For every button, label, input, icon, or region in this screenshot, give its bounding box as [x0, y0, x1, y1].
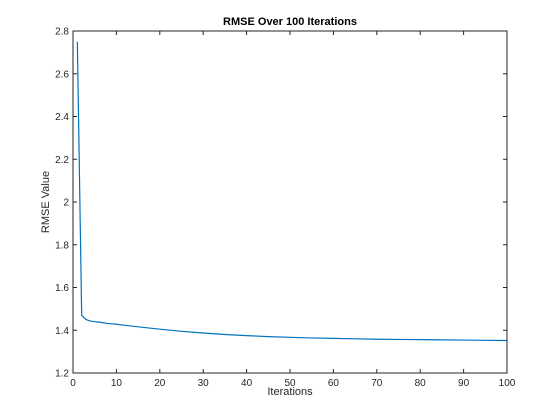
x-tick-label: 60: [328, 378, 340, 389]
x-tick-label: 100: [499, 378, 516, 389]
x-tick-label: 20: [154, 378, 166, 389]
y-tick-label: 2.6: [55, 69, 69, 80]
y-tick-label: 2.4: [55, 112, 69, 123]
y-tick-label: 2: [63, 198, 69, 209]
x-tick-label: 0: [70, 378, 76, 389]
y-tick-label: 2.8: [55, 27, 69, 38]
y-tick-label: 1.2: [55, 369, 69, 380]
y-axis-label: RMSE Value: [40, 171, 52, 233]
x-tick-label: 90: [458, 378, 470, 389]
x-tick-label: 40: [241, 378, 253, 389]
y-tick-label: 2.2: [55, 155, 69, 166]
y-axis-ticks: 1.2 1.4 1.6 1.8 2 2.2 2.4 2.6 2.8: [55, 27, 507, 380]
x-axis-label: Iterations: [267, 386, 313, 398]
y-tick-label: 1.6: [55, 283, 69, 294]
y-tick-label: 1.8: [55, 240, 69, 251]
chart-title: RMSE Over 100 Iterations: [223, 16, 357, 28]
x-tick-label: 10: [111, 378, 123, 389]
y-tick-label: 1.4: [55, 326, 69, 337]
x-tick-label: 70: [371, 378, 383, 389]
rmse-series-line: [76, 41, 508, 342]
plot-area: [73, 31, 507, 373]
series-layer: [76, 41, 508, 342]
x-tick-label: 80: [415, 378, 427, 389]
x-axis-ticks: 0 10 20 30 40 50 60 70 80 90 100: [70, 31, 516, 389]
x-tick-label: 30: [198, 378, 210, 389]
x-tick-label: 50: [284, 378, 296, 389]
